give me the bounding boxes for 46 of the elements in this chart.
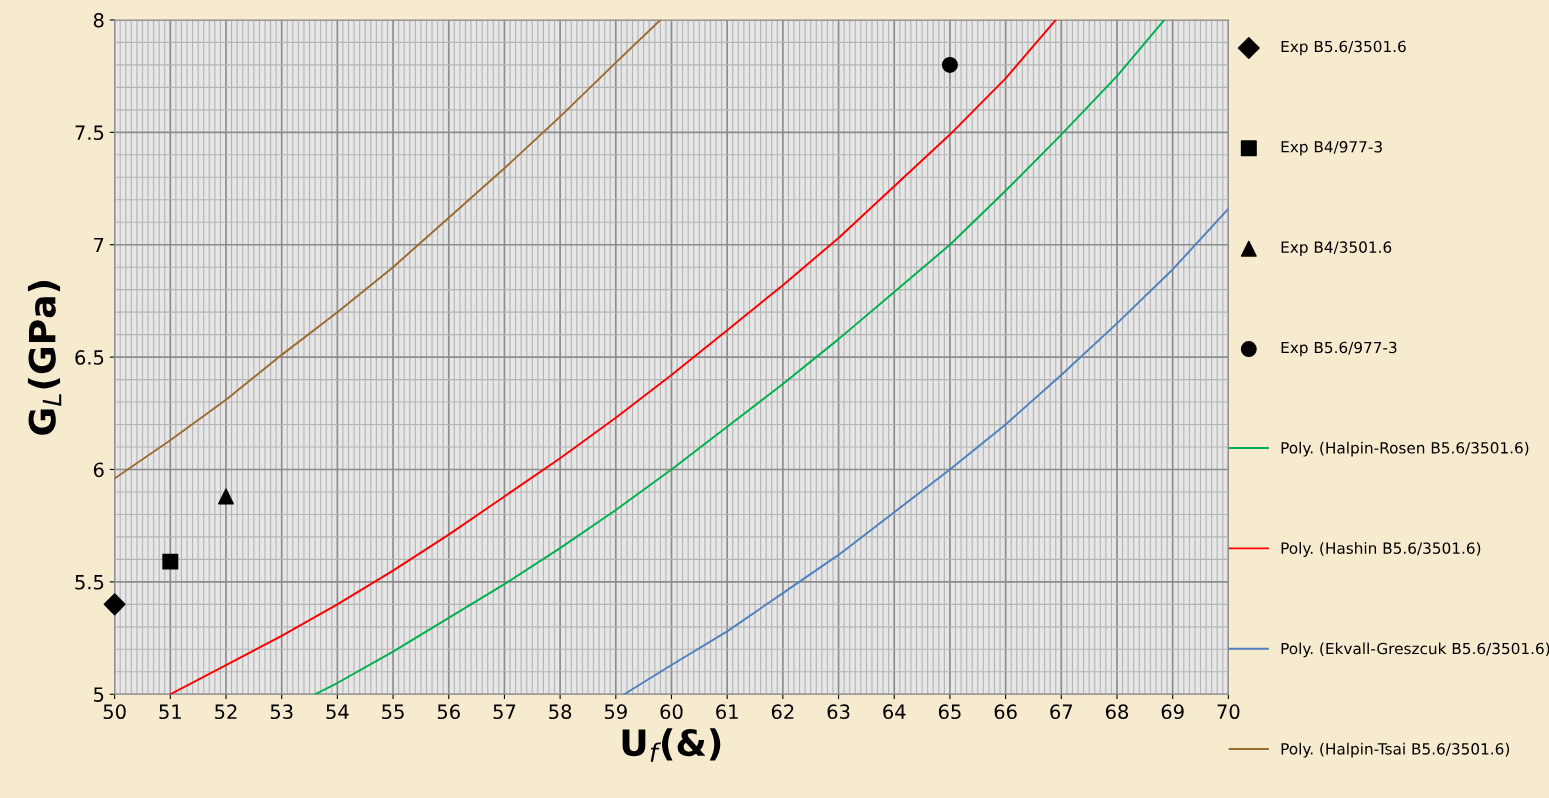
- x-tick-label: 63: [827, 704, 850, 720]
- y-tick-label: 5: [94, 687, 104, 702]
- legend-label: Exp B5.6/977-3: [1281, 341, 1397, 357]
- x-tick-label: 52: [215, 704, 237, 720]
- legend-label: Exp B4/977-3: [1281, 141, 1382, 156]
- point: [103, 593, 126, 616]
- x-tick-label: 55: [382, 704, 404, 720]
- point: [162, 553, 179, 570]
- legend-label: Poly. (Halpin-Rosen B5.6/3501.6): [1281, 441, 1529, 457]
- x-tick-label: 56: [437, 704, 460, 720]
- x-tick-label: 62: [771, 704, 794, 720]
- legend-label: Poly. (Ekvall-Greszcuk B5.6/3501.6): [1281, 642, 1549, 658]
- legend-label: Poly. (Hashin B5.6/3501.6): [1281, 542, 1481, 557]
- x-tick-label: 66: [994, 704, 1017, 720]
- legend-label: Exp B5.6/3501.6: [1281, 40, 1406, 56]
- x-tick-label: 50: [103, 704, 126, 720]
- x-tick-label: 61: [716, 704, 738, 720]
- line-series: [623, 207, 1229, 695]
- y-tick-label: 8: [93, 12, 104, 28]
- point: [941, 56, 958, 73]
- x-axis-title: U$_{f}$(&): [622, 728, 721, 762]
- x-tick-label: 59: [604, 704, 627, 720]
- y-tick-label: 7: [94, 237, 104, 253]
- x-tick-label: 69: [1161, 704, 1184, 720]
- x-tick-label: 51: [159, 704, 181, 720]
- y-axis-title: G$_{L}$(GPa): [27, 281, 62, 435]
- line-series: [114, 19, 662, 480]
- x-tick-label: 64: [883, 704, 906, 720]
- line-series: [314, 19, 1166, 695]
- y-tick-label: 5.5: [75, 575, 104, 590]
- x-tick-label: 60: [660, 704, 683, 720]
- x-tick-label: 53: [270, 704, 293, 720]
- x-tick-label: 70: [1217, 704, 1240, 720]
- x-tick-label: 67: [1050, 704, 1073, 720]
- legend-label: Exp B4/3501.6: [1281, 241, 1392, 256]
- y-tick-label: 6: [93, 462, 104, 478]
- y-tick-label: 6.5: [75, 350, 104, 365]
- x-tick-label: 58: [549, 704, 572, 720]
- line-series: [169, 19, 1057, 695]
- x-tick-label: 65: [938, 704, 961, 720]
- x-tick-label: 57: [493, 704, 516, 720]
- x-tick-label: 54: [326, 704, 349, 720]
- x-tick-label: 68: [1105, 704, 1129, 720]
- point: [218, 488, 234, 505]
- y-tick-label: 7.5: [75, 125, 104, 140]
- legend-label: Poly. (Halpin-Tsai B5.6/3501.6): [1281, 742, 1510, 758]
